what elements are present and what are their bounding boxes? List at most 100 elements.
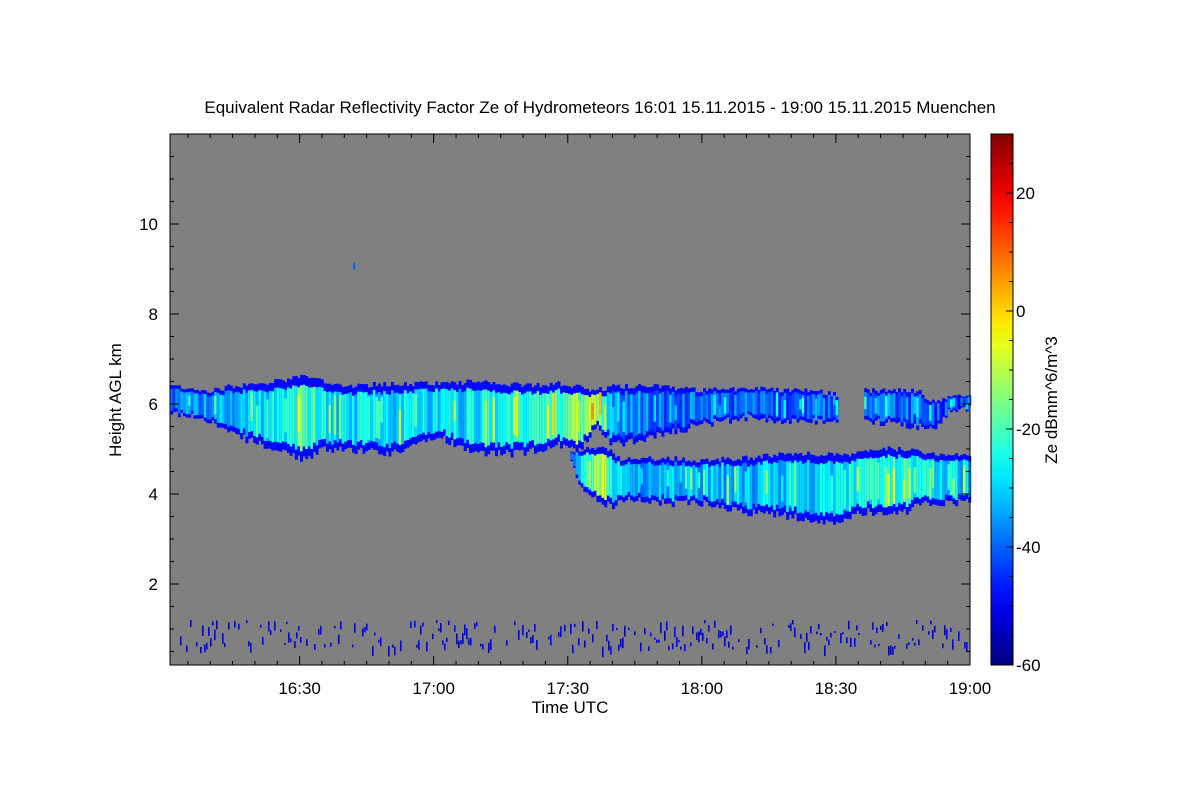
reflectivity-core [833,395,836,417]
reflectivity-core [731,466,735,502]
reflectivity-core [315,387,319,446]
reflectivity-core [601,396,605,430]
reflectivity-core [669,465,673,499]
reflectivity-core [320,387,324,440]
reflectivity-core [729,392,732,420]
reflectivity-core [170,388,173,412]
clutter-dot [820,633,822,636]
reflectivity-streak [612,407,615,433]
reflectivity-core [570,394,574,440]
reflectivity-core [190,391,194,411]
clutter-dot [208,627,210,636]
reflectivity-streak [284,398,287,433]
reflectivity-core [911,393,914,424]
clutter-dot [530,637,532,644]
reflectivity-core [632,395,636,438]
colorbar-tick-label: -40 [1016,538,1041,557]
clutter-dot [912,638,914,641]
reflectivity-core [172,388,176,409]
clutter-dot [810,626,812,634]
clutter-dot [650,632,652,637]
clutter-dot [588,628,590,634]
clutter-dot [772,623,774,626]
reflectivity-core [934,461,938,499]
reflectivity-streak [965,403,969,410]
reflectivity-streak [963,465,966,494]
reflectivity-core [682,462,686,496]
reflectivity-core [739,391,743,415]
clutter-dot [578,638,580,646]
clutter-dot [338,634,340,645]
colorbar-tick-label: -60 [1016,656,1041,675]
clutter-dot [468,638,470,645]
clutter-dot [180,636,182,646]
reflectivity-streak [679,465,683,483]
clutter-dot [416,644,418,648]
clutter-dot [494,625,496,633]
reflectivity-core [807,459,810,512]
clutter-dot [216,620,218,630]
reflectivity-core [279,388,283,444]
reflectivity-core [578,455,582,481]
reflectivity-core [640,392,644,434]
reflectivity-core [175,388,179,409]
clutter-dot [262,636,264,645]
reflectivity-core [393,392,397,442]
clutter-dot [848,620,850,630]
clutter-dot [446,637,448,643]
clutter-dot [298,625,300,631]
reflectivity-core [528,391,532,441]
reflectivity-core [939,460,943,500]
reflectivity-core [736,465,740,505]
clutter-dot [186,645,188,653]
clutter-dot [480,643,482,647]
reflectivity-core [606,392,610,430]
reflectivity-streak [484,401,488,445]
clutter-dot [894,645,896,649]
reflectivity-core [783,461,787,506]
reflectivity-core [508,394,511,445]
reflectivity-core [651,392,654,430]
reflectivity-core [466,387,470,440]
clutter-dot [930,620,932,625]
clutter-dot [872,622,874,630]
reflectivity-core [658,465,662,501]
plot-frame [169,133,971,666]
reflectivity-core [749,464,753,510]
reflectivity-core [341,394,345,444]
reflectivity-core [957,396,961,408]
reflectivity-core [820,393,823,416]
isolated-echo [353,262,356,270]
reflectivity-core [219,394,223,423]
clutter-dot [712,643,714,650]
reflectivity-core [926,459,930,497]
reflectivity-streak [744,471,748,503]
reflectivity-core [443,388,446,430]
reflectivity-core [352,395,355,445]
reflectivity-core [882,392,886,422]
reflectivity-core [911,455,914,501]
clutter-dot [246,620,248,624]
reflectivity-core [661,391,665,431]
reflectivity-core [687,393,691,424]
clutter-dot [306,639,308,646]
reflectivity-core [437,391,441,432]
reflectivity-core [450,388,454,433]
clutter-dot [234,621,236,628]
clutter-dot [634,631,636,636]
reflectivity-core [432,392,436,434]
reflectivity-core [664,391,667,427]
reflectivity-core [677,465,680,497]
clutter-dot [388,645,390,657]
reflectivity-core [622,465,626,498]
reflectivity-core [804,392,808,418]
clutter-dot [314,643,316,650]
clutter-dot [454,625,456,632]
reflectivity-core [887,393,891,416]
clutter-dot [856,625,858,631]
clutter-dot [748,639,750,650]
reflectivity-core [905,458,909,507]
reflectivity-core [596,454,600,496]
reflectivity-core [684,392,688,427]
clutter-dot [676,637,678,647]
